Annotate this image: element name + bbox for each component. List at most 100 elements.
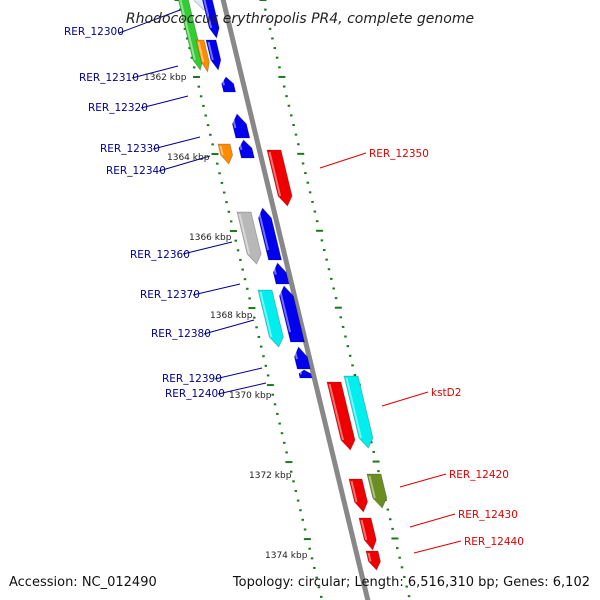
gene-label-rer-12390[interactable]: RER_12390: [162, 373, 222, 385]
feature-rer-12310-orange: [195, 39, 210, 74]
gene-label-rer-12420[interactable]: RER_12420: [449, 469, 509, 481]
feature-rer-12330b-highlight: [238, 141, 243, 151]
feature-rer-12330b: [238, 139, 255, 159]
feature-rer-12370-shape: [272, 262, 290, 285]
feature-kstd2-red-shape: [326, 381, 356, 451]
feature-rer-12300-green: [177, 0, 204, 71]
feature-rer-12330a-shape: [231, 113, 251, 139]
feature-kstd2-cyan-highlight: [345, 377, 362, 439]
gene-label-rer-12330[interactable]: RER_12330: [100, 143, 160, 155]
feature-rer-12400-shape: [298, 369, 313, 379]
genome-backbone: [220, 0, 371, 600]
tick-label: 1364 kbp: [167, 153, 210, 163]
feature-rer-12420-red-shape: [348, 478, 368, 513]
feature-rer-12310-orange-shape: [195, 39, 210, 74]
feature-rer-12390-shape: [293, 346, 311, 370]
feature-rer-12300-green-highlight: [179, 0, 196, 61]
gene-features: [177, 0, 388, 571]
feature-rer-12430-highlight: [360, 519, 368, 541]
feature-kstd2-cyan-shape: [343, 375, 374, 449]
feature-rer-12360-blue: [257, 207, 283, 261]
connector-line: [192, 283, 241, 296]
gene-label-rer-12310[interactable]: RER_12310: [79, 72, 139, 84]
feature-rer-12330a-highlight: [231, 115, 237, 129]
connector-line: [152, 136, 201, 150]
feature-rer-12320-highlight: [221, 78, 225, 86]
connector-line: [319, 152, 367, 169]
feature-rer-12420-olive-highlight: [368, 475, 376, 499]
feature-rer-12300-blue: [201, 0, 220, 39]
feature-rer-12300-blue-highlight: [203, 0, 213, 29]
feature-rer-12330b-shape: [238, 139, 255, 159]
feature-rer-12320-shape: [221, 76, 237, 93]
gene-label-rer-12440[interactable]: RER_12440: [464, 536, 524, 548]
feature-rer-12380-blue: [278, 285, 306, 343]
tick-label: 1370 kbp: [229, 391, 272, 401]
feature-rer-12370: [272, 262, 290, 285]
feature-rer-12430: [358, 517, 377, 551]
feature-rer-12440-shape: [365, 550, 381, 571]
tick-label: 1366 kbp: [189, 233, 232, 243]
feature-rer-12420-olive-shape: [366, 473, 388, 509]
feature-rer-12350-highlight: [268, 151, 282, 197]
connector-line: [158, 155, 211, 172]
feature-rer-12340-shape: [217, 143, 234, 165]
connector-line: [140, 95, 189, 109]
gene-label-rer-12350[interactable]: RER_12350: [369, 148, 429, 160]
feature-rer-12360-gray: [236, 211, 262, 265]
feature-rer-12390: [293, 346, 311, 370]
feature-rer-12420-red-highlight: [350, 480, 358, 503]
feature-rer-12430-shape: [358, 517, 377, 551]
connector-line: [399, 473, 447, 488]
feature-rer-12390-highlight: [293, 348, 298, 360]
connector-line: [203, 319, 255, 335]
connector-line: [217, 382, 267, 395]
feature-rer-12420-olive: [366, 473, 388, 509]
connector-line: [381, 391, 429, 407]
feature-rer-12330a: [231, 113, 251, 139]
gene-label-rer-12300[interactable]: RER_12300: [64, 26, 124, 38]
feature-rer-12310-blue: [205, 39, 222, 71]
feature-rer-12360-gray-highlight: [238, 213, 251, 255]
gene-label-rer-12320[interactable]: RER_12320: [88, 102, 148, 114]
feature-rer-12350: [266, 149, 293, 207]
feature-rer-12380-cyan: [257, 289, 284, 348]
connector-line: [118, 9, 181, 34]
gene-label-rer-12370[interactable]: RER_12370: [140, 289, 200, 301]
gene-label-rer-12360[interactable]: RER_12360: [130, 249, 190, 261]
gene-label-rer-12400[interactable]: RER_12400: [165, 388, 225, 400]
feature-kstd2-red-highlight: [328, 383, 344, 441]
label-connectors: [118, 9, 462, 554]
feature-rer-12380-blue-highlight: [278, 287, 292, 333]
feature-rer-12310-blue-highlight: [207, 41, 214, 61]
genome-summary-text: Topology: circular; Length: 6,516,310 bp…: [232, 575, 590, 590]
feature-rer-12300-green-shape: [177, 0, 204, 71]
feature-rer-12300-blue-shape: [201, 0, 220, 39]
feature-rer-12440: [365, 550, 381, 571]
connector-line: [409, 513, 456, 528]
accession-text: Accession: NC_012490: [9, 575, 157, 590]
connector-line: [131, 65, 179, 79]
feature-rer-12360-gray-shape: [236, 211, 262, 265]
feature-rer-12440-highlight: [367, 552, 372, 562]
gene-label-kstd2[interactable]: kstD2: [431, 387, 461, 399]
connector-line: [182, 241, 233, 255]
map-title: Rhodococcus erythropolis PR4, complete g…: [126, 11, 474, 27]
feature-rer-12340-highlight: [219, 145, 224, 156]
feature-rer-12380-cyan-highlight: [259, 291, 273, 338]
feature-rer-12310-orange-highlight: [197, 41, 205, 63]
gene-label-rer-12340[interactable]: RER_12340: [106, 165, 166, 177]
feature-rer-12310-blue-shape: [205, 39, 222, 71]
feature-rer-12380-blue-shape: [278, 285, 306, 343]
feature-rer-12360-blue-shape: [257, 207, 283, 261]
gene-label-rer-12430[interactable]: RER_12430: [458, 509, 518, 521]
feature-kstd2-red: [326, 381, 356, 451]
tick-label: 1368 kbp: [210, 311, 253, 321]
gene-label-rer-12380[interactable]: RER_12380: [151, 328, 211, 340]
feature-rer-12370-highlight: [272, 264, 277, 275]
feature-rer-12380-cyan-shape: [257, 289, 284, 348]
feature-rer-12360-blue-highlight: [257, 209, 270, 251]
feature-rer-12400-highlight: [299, 371, 303, 375]
feature-kstd2-cyan: [343, 375, 374, 449]
